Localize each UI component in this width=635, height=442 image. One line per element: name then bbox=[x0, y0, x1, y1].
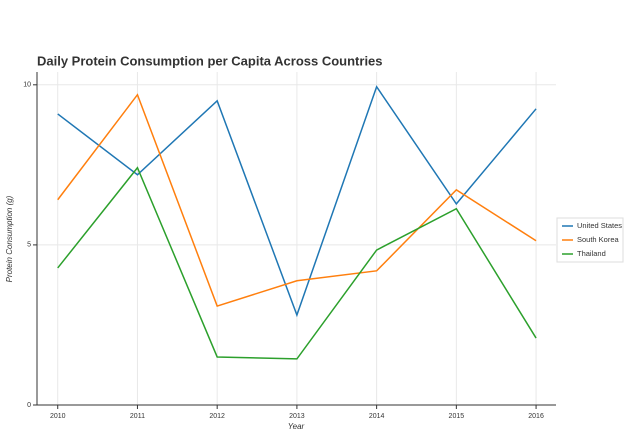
y-tick-label: 10 bbox=[23, 82, 31, 89]
y-tick-label: 0 bbox=[27, 402, 31, 409]
legend-label: South Korea bbox=[577, 235, 620, 244]
y-tick-label: 5 bbox=[27, 242, 31, 249]
x-tick-label: 2015 bbox=[449, 413, 465, 420]
legend-label: Thailand bbox=[577, 249, 606, 258]
x-tick-label: 2010 bbox=[50, 413, 66, 420]
series-line bbox=[57, 166, 537, 360]
legend: United States South Korea Thailand bbox=[556, 217, 624, 263]
x-tick-label: 2011 bbox=[130, 413, 145, 420]
chart-title: Daily Protein Consumption per Capita Acr… bbox=[37, 53, 383, 68]
x-axis-label: Year bbox=[288, 422, 305, 431]
series-line bbox=[57, 85, 537, 318]
legend-label: United States bbox=[577, 221, 622, 230]
y-axis-label: Protein Consumption (g) bbox=[5, 195, 14, 282]
x-tick-label: 2013 bbox=[289, 413, 305, 420]
series-line bbox=[57, 93, 537, 307]
x-tick-label: 2014 bbox=[369, 413, 385, 420]
x-tick-label: 2016 bbox=[528, 413, 544, 420]
x-tick-label: 2012 bbox=[209, 413, 225, 420]
